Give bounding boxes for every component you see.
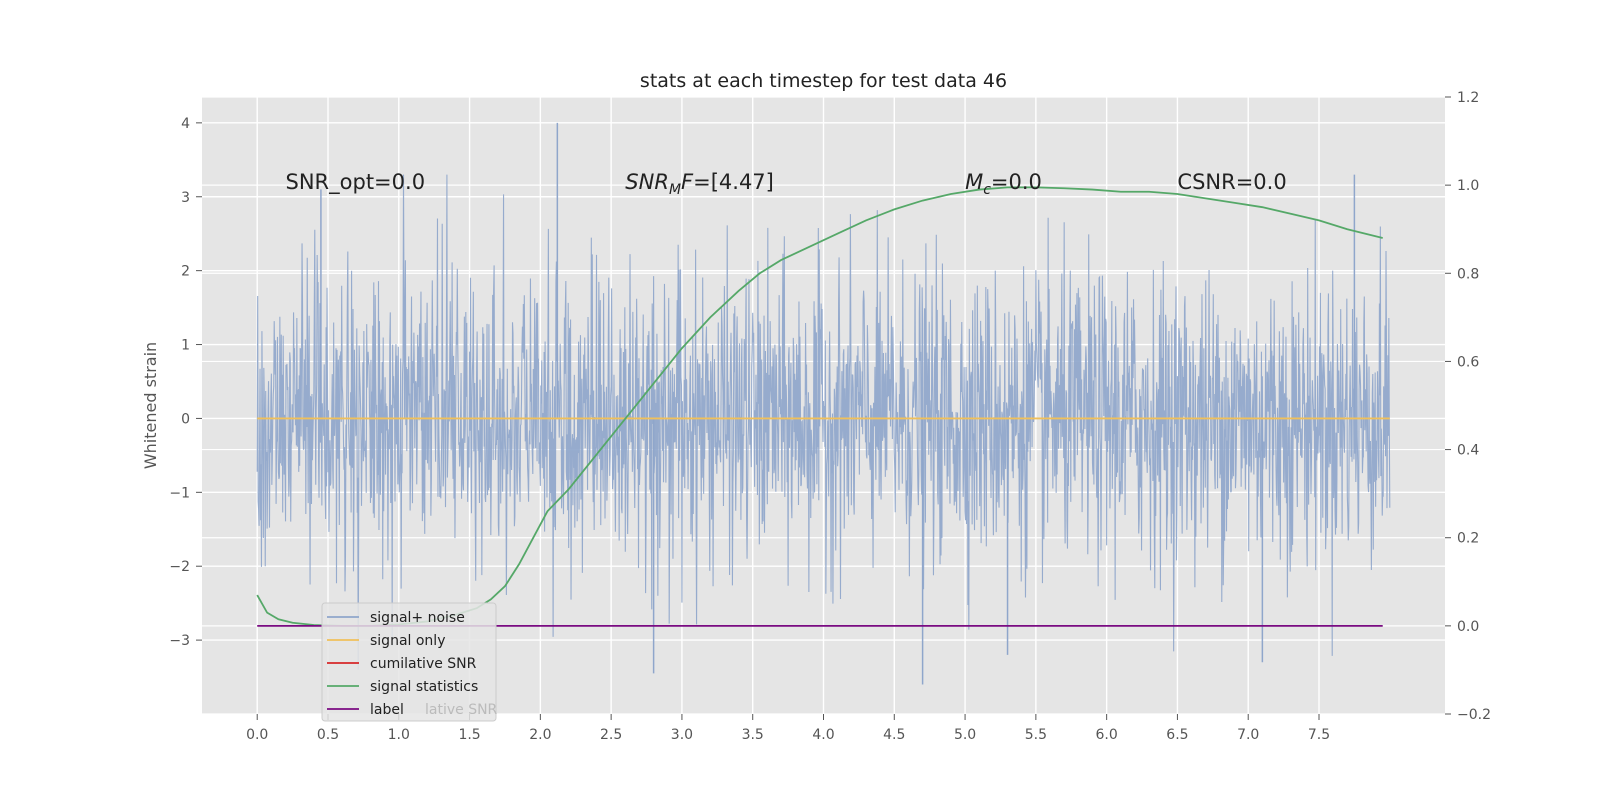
y-tick-label: −1 [169,485,190,501]
legend: lative SNR signal+ noise signal only cumila… [321,602,498,722]
x-tick-label: 4.5 [883,727,905,743]
x-tick-label: 7.5 [1308,727,1330,743]
y2-tick-label: 0.8 [1457,266,1479,282]
y2-tick-label: 0.4 [1457,443,1479,459]
annotation: Mc=0.0 [965,170,1042,198]
legend-label: signal+ noise [370,610,465,626]
annotation: CSNR=0.0 [1177,170,1286,194]
x-tick-label: 0.5 [317,727,339,743]
x-tick-label: 1.5 [458,727,480,743]
y-axis-right: 1.2 1.0 0.8 0.6 0.4 0.2 0.0 −0.2 [1445,90,1491,723]
x-tick-label: 4.0 [812,727,834,743]
legend-ghost-text: lative SNR [425,702,498,718]
y-tick-label: 0 [181,411,190,427]
x-tick-label: 1.0 [388,727,410,743]
x-tick-label: 2.5 [600,727,622,743]
annotation: SNR_opt=0.0 [286,170,426,195]
legend-label: signal only [370,633,445,649]
legend-label: signal statistics [370,679,478,695]
y2-tick-label: 1.0 [1457,178,1479,194]
x-tick-label: 7.0 [1237,727,1259,743]
y2-tick-label: 1.2 [1457,90,1479,106]
y-tick-label: 4 [181,116,190,132]
signal-noise-series [256,122,1391,685]
y2-tick-label: 0.2 [1457,531,1479,547]
x-tick-label: 5.5 [1025,727,1047,743]
y-axis-left: 4 3 2 1 0 −1 −2 −3 [169,116,202,649]
annotations: SNR_opt=0.0 SNRMF=[4.47] Mc=0.0 CSNR=0.0 [286,170,1287,198]
x-axis: 0.0 0.5 1.0 1.5 2.0 2.5 3.0 3.5 4.0 4.5 5.0 5.5 6.0 6… [246,714,1330,743]
y2-tick-label: 0.0 [1457,619,1479,635]
y2-tick-label: 0.6 [1457,354,1479,370]
x-tick-label: 0.0 [246,727,268,743]
x-tick-label: 3.5 [742,727,764,743]
y-tick-label: −3 [169,633,190,649]
y-tick-label: 2 [181,264,190,280]
y-axis-title: Whitened strain [141,342,160,469]
chart-title: stats at each timestep for test data 46 [640,70,1007,92]
legend-box [321,602,497,722]
y-tick-label: 1 [181,338,190,354]
y-tick-label: 3 [181,190,190,206]
x-tick-label: 6.0 [1096,727,1118,743]
x-tick-label: 6.5 [1166,727,1188,743]
series-signal-noise [256,174,1391,670]
y2-tick-label: −0.2 [1457,707,1491,723]
annotation: SNRMF=[4.47] [625,170,774,198]
legend-label: label [370,702,404,718]
x-tick-label: 3.0 [671,727,693,743]
y-tick-label: −2 [169,559,190,575]
x-tick-label: 2.0 [529,727,551,743]
legend-label: cumilative SNR [370,656,477,672]
x-tick-label: 5.0 [954,727,976,743]
